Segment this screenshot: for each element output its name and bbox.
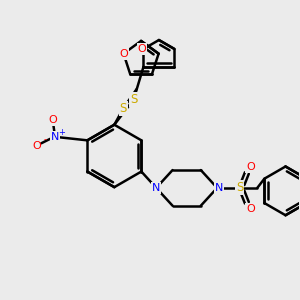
Text: O: O — [119, 49, 128, 59]
Text: S: S — [236, 182, 243, 194]
Text: +: + — [58, 128, 64, 136]
Text: -: - — [43, 135, 46, 144]
Text: N: N — [50, 132, 59, 142]
Text: S: S — [120, 102, 127, 115]
Text: O: O — [138, 44, 146, 54]
Text: O: O — [246, 162, 255, 172]
Text: N: N — [152, 183, 160, 193]
Text: O: O — [246, 204, 255, 214]
Text: S: S — [130, 93, 137, 106]
Text: O: O — [32, 141, 41, 151]
Text: O: O — [49, 115, 58, 125]
Text: N: N — [214, 183, 223, 193]
